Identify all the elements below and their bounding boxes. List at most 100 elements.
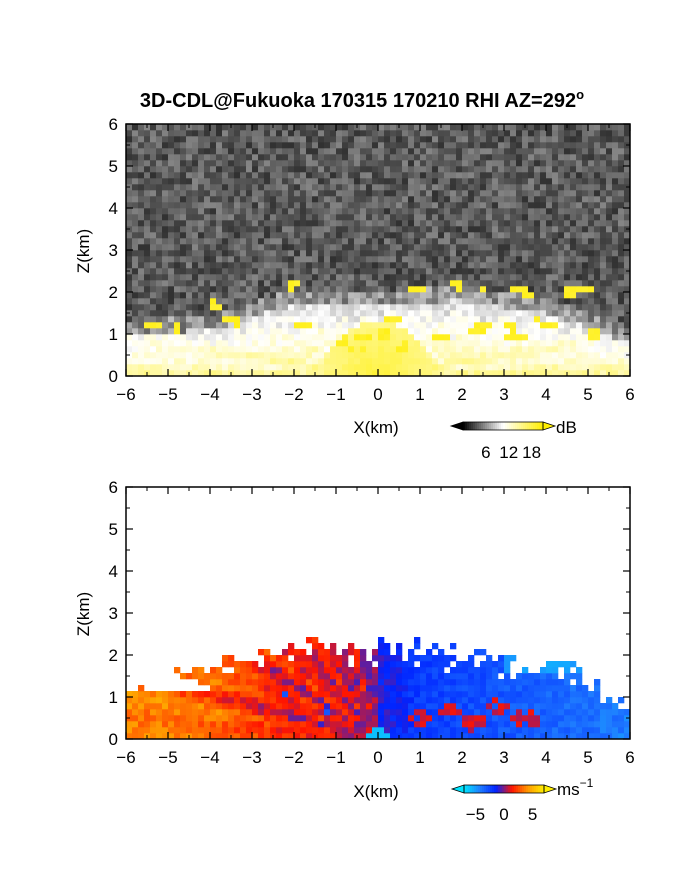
heatmap-cell [402,304,409,311]
heatmap-cell [372,721,379,728]
heatmap-cell [498,364,505,371]
heatmap-cell [258,334,265,341]
heatmap-cell [456,178,463,185]
heatmap-cell [186,691,193,698]
heatmap-cell [618,310,625,317]
heatmap-cell [444,292,451,299]
colorbar-step [536,785,539,793]
heatmap-cell [450,370,457,377]
heatmap-cell [402,250,409,257]
heatmap-cell [576,184,583,191]
heatmap-cell [132,334,139,341]
heatmap-cell [432,256,439,263]
heatmap-cell [198,709,205,716]
heatmap-cell [480,250,487,257]
heatmap-cell [534,316,541,323]
heatmap-cell [468,697,475,704]
heatmap-cell [234,364,241,371]
heatmap-cell [438,328,445,335]
heatmap-cell [354,709,361,716]
heatmap-cell [348,196,355,203]
heatmap-cell [192,256,199,263]
heatmap-cell [168,202,175,209]
heatmap-cell [348,220,355,227]
heatmap-cell [330,685,337,692]
heatmap-cell [606,154,613,161]
heatmap-cell [300,334,307,341]
heatmap-cell [342,316,349,323]
heatmap-cell [402,220,409,227]
heatmap-cell [378,334,385,341]
heatmap-cell [270,262,277,269]
heatmap-cell [420,370,427,377]
heatmap-cell [420,298,427,305]
heatmap-cell [186,238,193,245]
heatmap-cell [564,322,571,329]
heatmap-cell [150,136,157,143]
heatmap-cell [444,214,451,221]
heatmap-cell [588,340,595,347]
heatmap-cell [336,196,343,203]
heatmap-cell [390,214,397,221]
heatmap-cell [474,685,481,692]
heatmap-cell [378,250,385,257]
heatmap-cell [624,160,631,167]
heatmap-cell [282,679,289,686]
heatmap-cell [276,226,283,233]
heatmap-cell [288,250,295,257]
heatmap-cell [138,358,145,365]
colorbar-step [478,785,481,793]
heatmap-cell [240,166,247,173]
heatmap-cell [600,172,607,179]
heatmap-cell [270,148,277,155]
heatmap-cell [342,334,349,341]
heatmap-cell [306,166,313,173]
heatmap-cell [510,733,517,740]
heatmap-cell [588,202,595,209]
heatmap-cell [498,274,505,281]
heatmap-cell [576,262,583,269]
heatmap-cell [192,244,199,251]
heatmap-cell [156,298,163,305]
heatmap-cell [330,328,337,335]
heatmap-cell [246,334,253,341]
heatmap-cell [270,679,277,686]
heatmap-cell [480,196,487,203]
heatmap-cell [138,274,145,281]
heatmap-cell [486,208,493,215]
heatmap-cell [618,232,625,239]
heatmap-cell [576,334,583,341]
heatmap-cell [144,715,151,722]
heatmap-cell [552,136,559,143]
heatmap-cell [138,727,145,734]
heatmap-cell [384,196,391,203]
heatmap-cell [342,709,349,716]
heatmap-cell [528,727,535,734]
heatmap-cell [540,166,547,173]
heatmap-cell [564,136,571,143]
heatmap-cell [444,346,451,353]
heatmap-cell [240,214,247,221]
heatmap-cell [504,154,511,161]
heatmap-cell [156,172,163,179]
heatmap-cell [402,214,409,221]
heatmap-cell [276,715,283,722]
heatmap-cell [504,340,511,347]
heatmap-cell [222,298,229,305]
heatmap-cell [252,208,259,215]
heatmap-cell [282,298,289,305]
heatmap-cell [318,262,325,269]
heatmap-cell [198,274,205,281]
heatmap-cell [516,184,523,191]
colorbar-step [504,785,507,793]
heatmap-cell [558,346,565,353]
heatmap-cell [390,292,397,299]
heatmap-cell [426,274,433,281]
heatmap-cell [564,226,571,233]
heatmap-cell [612,172,619,179]
heatmap-cell [318,208,325,215]
heatmap-cell [342,298,349,305]
heatmap-cell [324,196,331,203]
heatmap-cell [306,226,313,233]
heatmap-cell [336,334,343,341]
